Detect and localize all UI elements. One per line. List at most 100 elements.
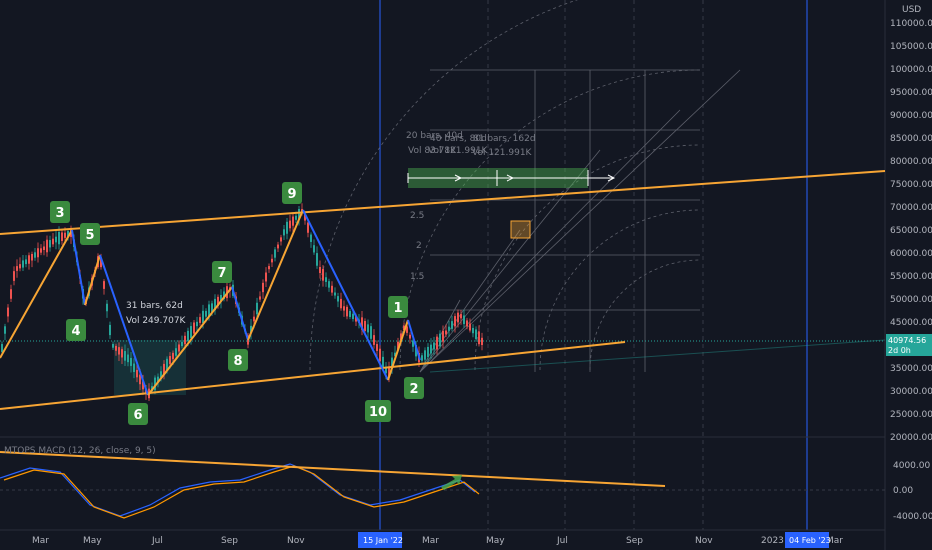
wave-segment[interactable] [231,286,249,341]
support-line [429,339,886,373]
price-tick: 25000.00 [890,410,932,420]
candle-body [451,321,453,329]
wave-segment[interactable] [147,286,233,396]
price-axis[interactable]: 110000.00 105000.00 100000.00 95000.00 90000… [890,19,932,443]
macd-trendline[interactable] [0,451,666,487]
macd-axis[interactable]: 4000.00 0.00 -4000.00 [893,461,932,522]
time-tick: Sep [626,536,643,546]
countdown-value: 2d 0h [888,346,911,355]
time-tick: 2023 [761,536,784,546]
candle-body [133,363,135,373]
candle-body [355,316,357,322]
candle-body [121,349,123,358]
candle-body [394,352,396,357]
wave-label-text: 7 [217,266,226,281]
candle-body [337,296,339,302]
price-tick: 35000.00 [890,364,932,374]
lower-trendline[interactable] [0,341,626,410]
candle-body [262,282,264,293]
candle-body [10,289,12,299]
candle-body [253,316,255,322]
wave-segment[interactable] [71,229,86,306]
range-c-line1: 81 bars, 162d [473,134,536,144]
candle-body [43,246,45,250]
candle-body [307,222,309,233]
candle-body [466,320,468,327]
candle-body [211,303,213,312]
price-tick: 50000.00 [890,295,932,305]
signal-line [3,465,480,519]
macd-line [0,463,476,517]
upper-trendline[interactable] [0,170,886,235]
wave-segment[interactable] [387,319,409,381]
candle-body [382,356,384,369]
candle-body [325,277,327,282]
wave-lines[interactable] [0,209,421,396]
candle-body [460,314,462,319]
macd-series[interactable] [0,463,480,519]
candle-body [49,240,51,248]
candle-body [37,248,39,258]
candle-body [22,260,24,268]
candle-body [403,325,405,331]
range-a-line2: Vol 83.78K [408,146,457,156]
date-range-box-left[interactable] [114,340,186,395]
candle-body [100,257,102,268]
candle-body [25,259,27,265]
price-tick: 20000.00 [890,433,932,443]
candle-body [28,255,30,264]
candle-body [208,304,210,318]
vertical-grid [487,0,704,530]
macd-tick: -4000.00 [893,512,932,522]
price-tick: 30000.00 [890,387,932,397]
range-a-line1: 20 bars, 40d [406,131,463,141]
wave-label-badge [404,377,424,399]
candle-body [445,330,447,335]
time-tick: Jul [556,536,568,546]
candle-body [55,236,57,243]
wave-label-badge [388,296,408,318]
candle-body [265,272,267,282]
candle-body [136,369,138,378]
wave-label-badge [128,403,148,425]
candle-body [367,324,369,333]
wave-label-text: 6 [133,408,142,423]
candle-body [196,321,198,327]
candle-body [343,306,345,311]
time-tick: Nov [695,536,713,546]
candle-body [397,341,399,350]
wave-segment[interactable] [302,209,389,381]
highlight-square[interactable] [510,220,531,239]
time-axis[interactable]: Mar May Jul Sep Nov Mar May Jul Sep Nov 2023 Mar [32,536,843,546]
wave-segment[interactable] [407,319,421,361]
candle-body [67,231,69,237]
time-highlight-left: 15 Jan '22 [363,536,403,545]
candle-body [319,266,321,274]
candle-body [478,331,480,345]
candle-body [328,281,330,288]
fib-speed-fan[interactable] [309,0,741,373]
wave-segment[interactable] [0,229,73,359]
candle-body [370,326,372,339]
range-b-line1: 40 bars, 80d [430,134,487,144]
indicator-label[interactable]: MTOPS MACD (12, 26, close, 9, 5) [4,446,156,456]
range-c-line2: Vol 121.991K [472,148,533,158]
candle-body [412,340,414,347]
candle-body [277,244,279,249]
time-tick: May [83,536,102,546]
candle-body [1,344,3,352]
candle-body [61,232,63,241]
price-tick: 45000.00 [890,318,932,328]
macd-arrow[interactable] [441,475,462,490]
wave-segment[interactable] [247,209,304,341]
price-tick: 90000.00 [890,111,932,121]
wave-segment[interactable] [84,254,101,306]
current-price-badge [886,334,932,356]
wave-segment[interactable] [99,254,149,396]
candle-body [361,317,363,330]
candle-body [415,344,417,357]
price-tick: 110000.00 [890,19,932,29]
